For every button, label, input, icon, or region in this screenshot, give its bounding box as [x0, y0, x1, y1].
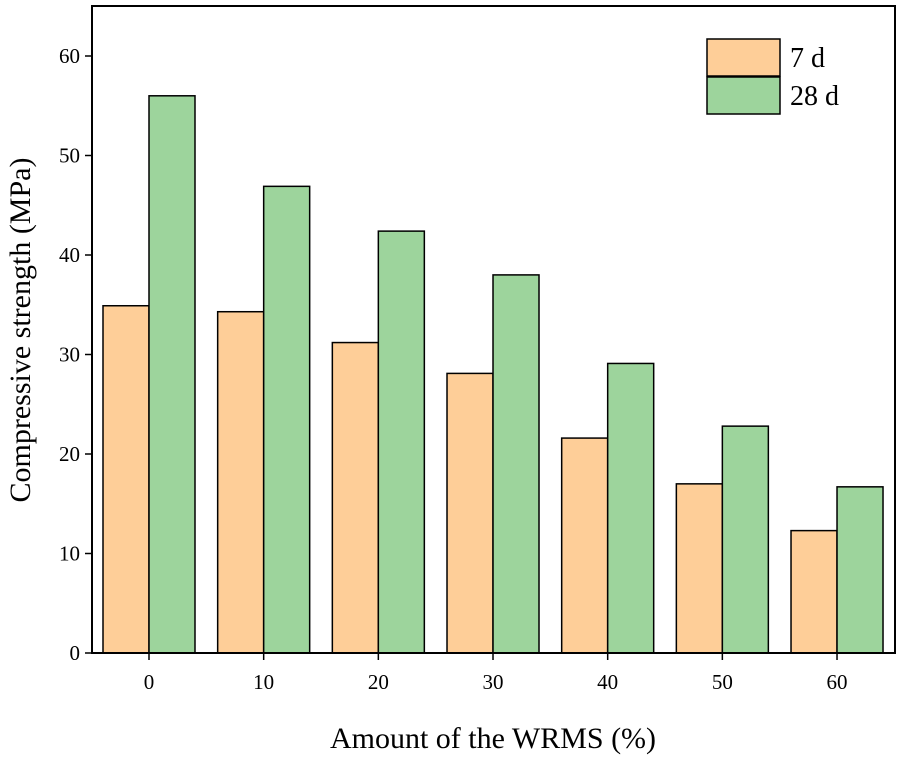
x-tick-label: 0 — [144, 670, 155, 694]
x-axis-title: Amount of the WRMS (%) — [330, 722, 656, 755]
bar-7d-20 — [331, 341, 380, 654]
bar-7d-10 — [216, 310, 265, 654]
bar-28d-60 — [836, 486, 884, 654]
bar-7d-0 — [102, 304, 150, 654]
bar-28d-20 — [377, 230, 426, 654]
bar-7d-40 — [560, 437, 609, 654]
bar-28d-0 — [148, 95, 196, 654]
y-tick-label: 20 — [59, 442, 80, 466]
y-axis: 0 10 20 30 40 50 60 — [59, 44, 92, 665]
x-tick-label: 20 — [368, 670, 389, 694]
x-tick-label: 10 — [253, 670, 274, 694]
y-tick-label: 40 — [59, 243, 80, 267]
legend-swatch-28d — [706, 76, 781, 115]
legend-swatch-7d — [706, 38, 781, 77]
x-tick-label: 30 — [483, 670, 504, 694]
y-tick-label: 50 — [59, 144, 80, 168]
y-axis-title: Compressive strength (MPa) — [4, 158, 37, 503]
bar-7d-50 — [675, 483, 724, 654]
bar-28d-30 — [492, 274, 540, 654]
x-tick-label: 50 — [712, 670, 733, 694]
legend: 7 d 28 d — [706, 38, 839, 115]
bar-7d-30 — [446, 372, 494, 654]
y-tick-label: 10 — [59, 542, 80, 566]
y-tick-label: 30 — [59, 343, 80, 367]
bar-28d-10 — [262, 185, 311, 654]
x-axis: 0 10 20 30 40 50 60 — [144, 653, 848, 694]
y-tick-label: 60 — [59, 44, 80, 68]
bar-7d-60 — [790, 529, 838, 654]
legend-label: 28 d — [790, 81, 839, 112]
bars-group — [102, 95, 884, 654]
x-tick-label: 60 — [827, 670, 848, 694]
x-tick-label: 40 — [597, 670, 618, 694]
legend-label: 7 d — [790, 43, 825, 74]
y-tick-label: 0 — [70, 641, 81, 665]
bar-28d-40 — [606, 362, 655, 654]
bar-28d-50 — [721, 425, 770, 654]
